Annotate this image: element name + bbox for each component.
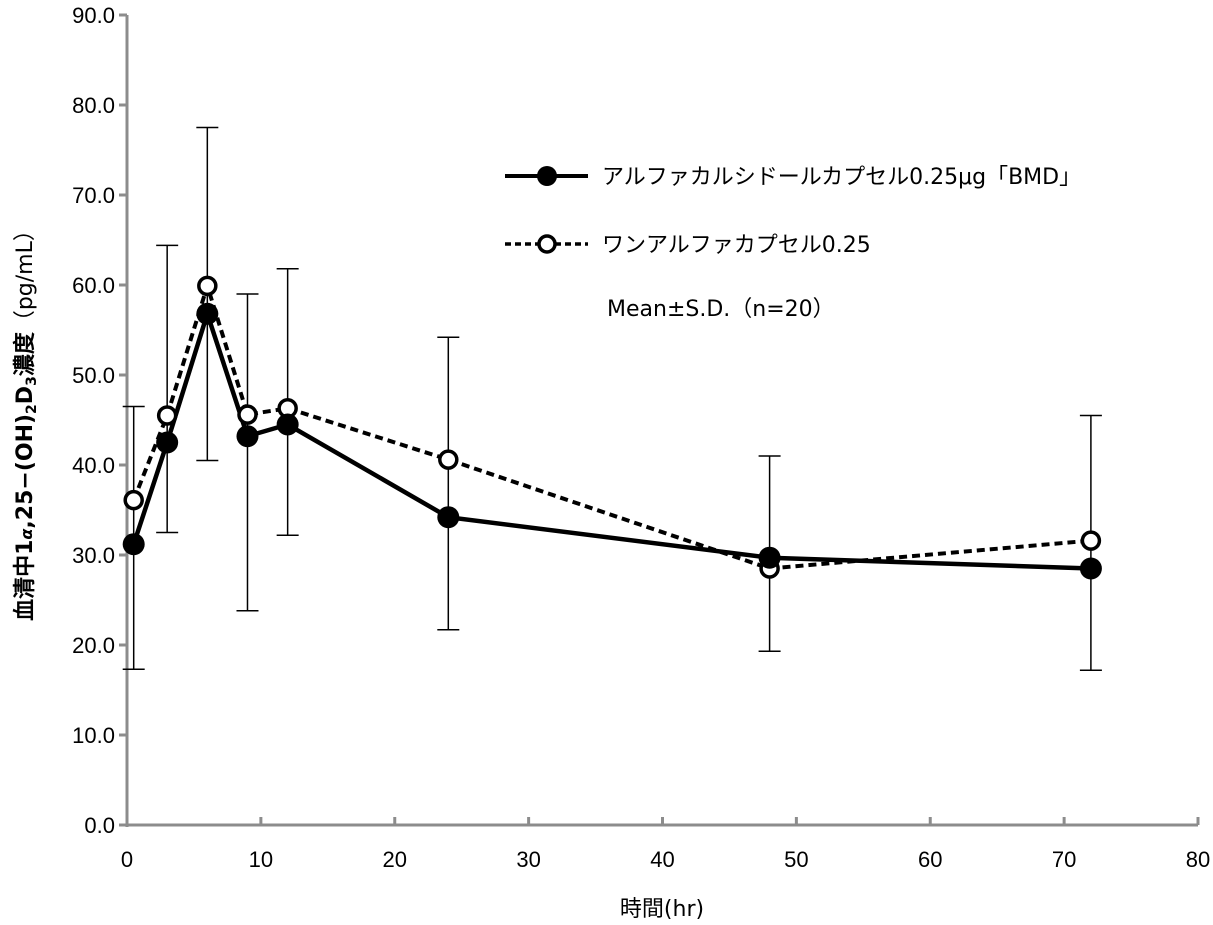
y-tick-label: 30.0 bbox=[72, 543, 115, 568]
x-tick-label: 70 bbox=[1052, 847, 1076, 872]
marker-filled-point bbox=[437, 506, 460, 529]
marker-open-point bbox=[237, 404, 258, 425]
y-axis-title-d: D bbox=[13, 386, 38, 404]
y-tick-label: 10.0 bbox=[72, 723, 115, 748]
y-tick-label: 70.0 bbox=[72, 183, 115, 208]
legend-marker-open bbox=[537, 234, 557, 254]
marker-open-point bbox=[438, 449, 459, 470]
y-axis-title-mid: ,25−(OH) bbox=[13, 414, 38, 529]
marker-filled-point bbox=[156, 431, 179, 454]
marker-filled-point bbox=[276, 413, 299, 436]
y-tick-label: 50.0 bbox=[72, 363, 115, 388]
y-axis-title-sub2: 2 bbox=[24, 404, 40, 414]
marker-filled-point bbox=[1079, 557, 1102, 580]
x-tick-label: 40 bbox=[650, 847, 674, 872]
x-tick-label: 10 bbox=[249, 847, 273, 872]
y-axis-title-tail: 濃度 bbox=[12, 331, 38, 376]
legend-item-series-2: ワンアルファカプセル0.25 bbox=[505, 233, 871, 258]
y-tick-label: 80.0 bbox=[72, 93, 115, 118]
marker-filled-point bbox=[236, 425, 259, 448]
annotation-mean-sd: Mean±S.D.（n=20） bbox=[607, 297, 835, 322]
y-tick-label: 90.0 bbox=[72, 3, 115, 28]
series-markers bbox=[122, 275, 1102, 580]
marker-filled-point bbox=[758, 546, 781, 569]
x-tick-label: 50 bbox=[784, 847, 808, 872]
y-axis-title: 血清中1α,25−(OH)2D3濃度（pg/mL） bbox=[12, 219, 40, 621]
legend-marker-filled bbox=[537, 166, 557, 186]
y-axis-title-alpha: α bbox=[17, 528, 36, 540]
marker-open-point bbox=[1080, 530, 1102, 551]
marker-filled-point bbox=[122, 533, 145, 556]
marker-open-point bbox=[156, 405, 178, 426]
x-tick-label: 20 bbox=[383, 847, 407, 872]
series-line-wan-alpha bbox=[131, 279, 1092, 571]
series-line-alfacalcidol-bmd bbox=[131, 306, 1091, 571]
x-tick-label: 30 bbox=[516, 847, 540, 872]
x-tick-label: 80 bbox=[1186, 847, 1210, 872]
legend-item-series-1: アルファカルシドールカプセル0.25μg「BMD」 bbox=[505, 165, 1081, 190]
y-tick-label: 40.0 bbox=[72, 453, 115, 478]
legend-label-series-2: ワンアルファカプセル0.25 bbox=[602, 233, 871, 258]
y-tick-label: 20.0 bbox=[72, 633, 115, 658]
legend: アルファカルシドールカプセル0.25μg「BMD」 ワンアルファカプセル0.25… bbox=[505, 165, 1081, 322]
x-tick-label: 60 bbox=[918, 847, 942, 872]
error-bars bbox=[122, 126, 1102, 671]
x-axis-title: 時間(hr) bbox=[620, 897, 704, 922]
marker-filled-point bbox=[196, 302, 219, 325]
y-tick-label: 60.0 bbox=[72, 273, 115, 298]
legend-label-series-1: アルファカルシドールカプセル0.25μg「BMD」 bbox=[602, 165, 1081, 190]
y-axis-title-main: 血清中1 bbox=[12, 540, 38, 621]
marker-open-point bbox=[197, 275, 218, 297]
y-tick-label: 0.0 bbox=[84, 813, 115, 838]
marker-open-point bbox=[123, 489, 144, 511]
x-tick-label: 0 bbox=[121, 847, 133, 872]
y-axis-title-sub3: 3 bbox=[24, 376, 40, 386]
y-axis-title-unit: （pg/mL） bbox=[13, 219, 38, 332]
axes: 0.0 10.0 20.0 30.0 40.0 50.0 60.0 70.0 80.0 90.0 0… bbox=[72, 3, 1210, 872]
